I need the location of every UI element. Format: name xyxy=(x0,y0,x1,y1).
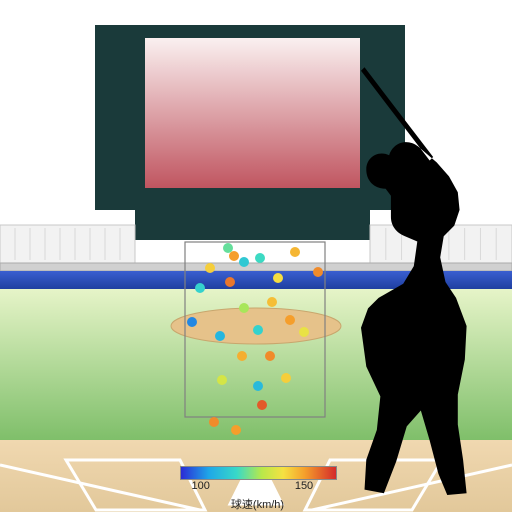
speed-colorbar xyxy=(180,466,337,480)
colorbar-title: 球速(km/h) xyxy=(231,496,284,512)
colorbar-tick-label: 100 xyxy=(191,480,209,492)
speed-colorbar-gradient xyxy=(181,467,336,479)
colorbar-tick-label: 150 xyxy=(295,480,313,492)
pitch-location-chart: 100 150 球速(km/h) xyxy=(0,0,512,512)
batter-silhouette xyxy=(0,0,512,512)
